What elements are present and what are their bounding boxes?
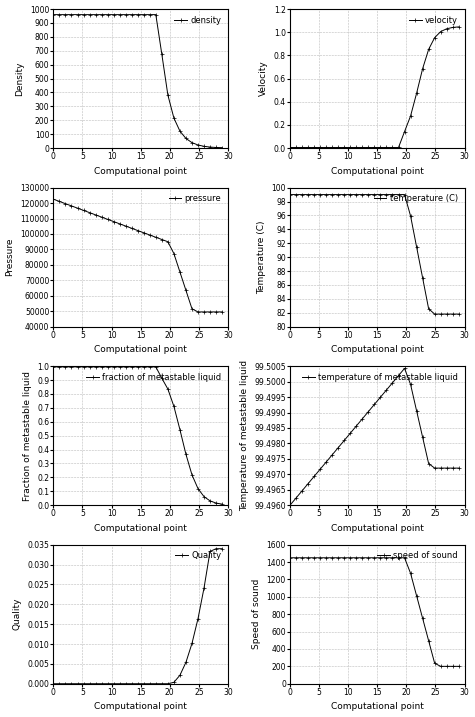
X-axis label: Computational point: Computational point bbox=[94, 703, 187, 711]
X-axis label: Computational point: Computational point bbox=[94, 346, 187, 354]
X-axis label: Computational point: Computational point bbox=[94, 167, 187, 176]
Y-axis label: Velocity: Velocity bbox=[259, 61, 268, 96]
Legend: temperature of metastable liquid: temperature of metastable liquid bbox=[300, 371, 460, 384]
Y-axis label: Quality: Quality bbox=[13, 598, 22, 630]
Legend: pressure: pressure bbox=[166, 191, 224, 206]
Y-axis label: Fraction of metastable liquid: Fraction of metastable liquid bbox=[22, 371, 31, 500]
Y-axis label: Temperature of metastable liquid: Temperature of metastable liquid bbox=[240, 360, 249, 511]
X-axis label: Computational point: Computational point bbox=[94, 524, 187, 533]
X-axis label: Computational point: Computational point bbox=[331, 703, 424, 711]
Y-axis label: Speed of sound: Speed of sound bbox=[252, 579, 261, 650]
Y-axis label: Density: Density bbox=[15, 62, 24, 96]
Legend: density: density bbox=[172, 13, 224, 27]
X-axis label: Computational point: Computational point bbox=[331, 346, 424, 354]
Legend: Quality: Quality bbox=[173, 549, 224, 563]
X-axis label: Computational point: Computational point bbox=[331, 524, 424, 533]
Y-axis label: Temperature (C): Temperature (C) bbox=[257, 220, 266, 294]
Legend: fraction of metastable liquid: fraction of metastable liquid bbox=[84, 371, 224, 384]
Legend: speed of sound: speed of sound bbox=[375, 549, 460, 563]
Legend: temperature (C): temperature (C) bbox=[371, 191, 460, 206]
Y-axis label: Pressure: Pressure bbox=[6, 238, 15, 276]
X-axis label: Computational point: Computational point bbox=[331, 167, 424, 176]
Legend: velocity: velocity bbox=[407, 13, 460, 27]
